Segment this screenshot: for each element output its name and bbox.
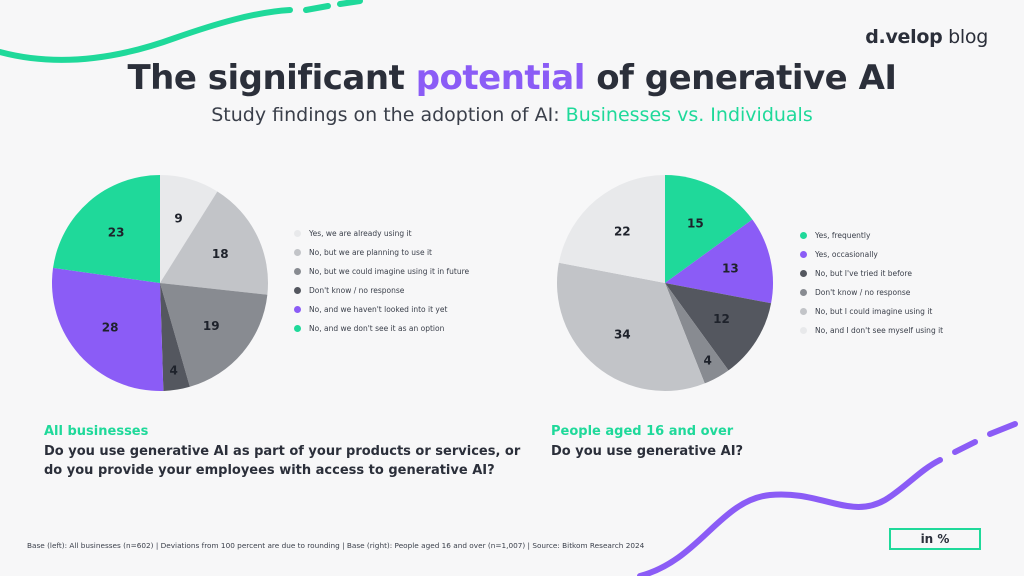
- businesses-legend-item: No, but we are planning to use it: [294, 243, 469, 262]
- businesses-question-line1: Do you use generative AI as part of your…: [44, 444, 521, 459]
- individuals-slice-label-0: 15: [687, 216, 704, 230]
- businesses-slice-label-0: 9: [174, 212, 182, 226]
- unit-badge: in %: [889, 528, 981, 550]
- businesses-slice-3: [160, 283, 190, 391]
- businesses-legend-swatch: [294, 230, 301, 237]
- individuals-legend-swatch: [800, 270, 807, 277]
- individuals-legend-swatch: [800, 327, 807, 334]
- businesses-legend-swatch: [294, 249, 301, 256]
- individuals-slice-label-1: 13: [722, 261, 739, 275]
- individuals-slice-label-2: 12: [713, 312, 730, 326]
- individuals-legend-swatch: [800, 289, 807, 296]
- individuals-legend-swatch: [800, 232, 807, 239]
- individuals-legend-item: Yes, frequently: [800, 226, 943, 245]
- businesses-legend-item: No, and we don't see it as an option: [294, 319, 469, 338]
- businesses-slice-label-3: 4: [170, 363, 178, 377]
- footnote: Base (left): All businesses (n=602) | De…: [27, 541, 645, 550]
- individuals-slice-2: [665, 283, 772, 371]
- businesses-legend-swatch: [294, 287, 301, 294]
- businesses-legend-swatch: [294, 268, 301, 275]
- page-subtitle: Study findings on the adoption of AI: Bu…: [211, 104, 813, 126]
- individuals-slice-label-5: 22: [614, 224, 631, 238]
- businesses-slice-1: [160, 191, 268, 295]
- individuals-question: Do you use generative AI?: [551, 444, 744, 459]
- businesses-legend-item: No, but we could imagine using it in fut…: [294, 262, 469, 281]
- businesses-slice-label-2: 19: [203, 319, 220, 333]
- individuals-legend-item: No, and I don't see myself using it: [800, 321, 943, 340]
- individuals-slice-4: [557, 262, 705, 391]
- individuals-slice-0: [665, 175, 753, 283]
- businesses-legend-label: No, and we don't see it as an option: [309, 324, 445, 333]
- businesses-slice-label-5: 23: [108, 225, 125, 239]
- individuals-legend-swatch: [800, 251, 807, 258]
- individuals-legend-item: Yes, occasionally: [800, 245, 943, 264]
- businesses-label: All businesses: [44, 424, 149, 439]
- businesses-legend-label: No, but we could imagine using it in fut…: [309, 267, 470, 276]
- individuals-legend-swatch: [800, 308, 807, 315]
- businesses-legend-label: No, and we haven't looked into it yet: [309, 305, 448, 314]
- businesses-legend-label: Yes, we are already using it: [309, 229, 412, 238]
- individuals-legend-item: No, but I've tried it before: [800, 264, 943, 283]
- legend-businesses: Yes, we are already using it No, but we a…: [294, 224, 469, 338]
- businesses-slice-2: [160, 283, 268, 387]
- individuals-legend-item: No, but I could imagine using it: [800, 302, 943, 321]
- individuals-legend-label: Yes, frequently: [815, 231, 871, 240]
- brand-logo: d.velop blog: [865, 26, 988, 48]
- businesses-legend-swatch: [294, 325, 301, 332]
- businesses-question-line2: do you provide your employees with acces…: [44, 463, 495, 478]
- individuals-slice-label-4: 34: [614, 328, 631, 342]
- businesses-legend-item: Don't know / no response: [294, 281, 469, 300]
- businesses-legend-label: Don't know / no response: [309, 286, 405, 295]
- businesses-legend-swatch: [294, 306, 301, 313]
- pie-chart-individuals: 15 13 12 4 34 22: [557, 175, 773, 391]
- individuals-question-block: People aged 16 and over Do you use gener…: [551, 424, 743, 461]
- pie-chart-businesses: 9 18 19 4 28 23: [51, 175, 268, 391]
- businesses-slice-4: [51, 267, 164, 391]
- businesses-legend-item: Yes, we are already using it: [294, 224, 469, 243]
- businesses-slice-0: [160, 175, 218, 283]
- legend-individuals: Yes, frequently Yes, occasionally No, but …: [800, 226, 943, 340]
- individuals-legend-label: Yes, occasionally: [815, 250, 878, 259]
- individuals-slice-3: [665, 283, 729, 384]
- individuals-legend-label: No, but I've tried it before: [815, 269, 912, 278]
- individuals-legend-label: Don't know / no response: [815, 288, 911, 297]
- businesses-slice-5: [53, 175, 160, 283]
- businesses-slice-label-4: 28: [102, 321, 119, 335]
- individuals-slice-1: [665, 219, 773, 304]
- businesses-question-block: All businesses Do you use generative AI …: [44, 424, 520, 480]
- individuals-slice-label-3: 4: [703, 354, 711, 368]
- businesses-legend-item: No, and we haven't looked into it yet: [294, 300, 469, 319]
- individuals-slice-5: [558, 175, 665, 283]
- businesses-slice-label-1: 18: [212, 247, 229, 261]
- individuals-legend-item: Don't know / no response: [800, 283, 943, 302]
- page-title: The significant potential of generative …: [127, 58, 897, 98]
- businesses-legend-label: No, but we are planning to use it: [309, 248, 432, 257]
- individuals-label: People aged 16 and over: [551, 424, 734, 439]
- individuals-legend-label: No, and I don't see myself using it: [815, 326, 944, 335]
- individuals-legend-label: No, but I could imagine using it: [815, 307, 933, 316]
